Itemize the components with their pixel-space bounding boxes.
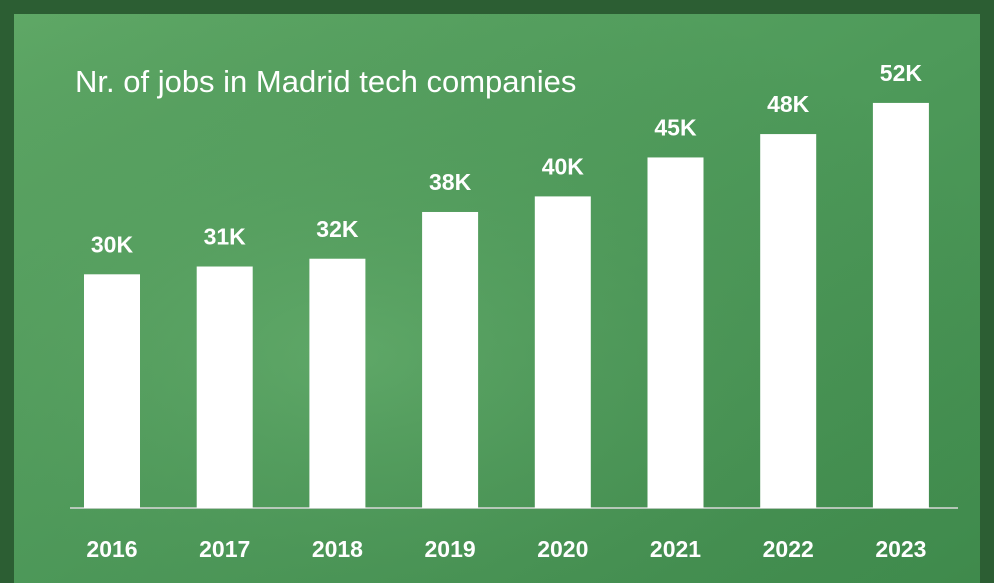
x-tick-label: 2018 — [312, 536, 363, 562]
bar — [534, 196, 591, 508]
bar — [84, 274, 140, 508]
value-label: 38K — [429, 169, 472, 195]
bar — [760, 134, 817, 508]
chart-title: Nr. of jobs in Madrid tech companies — [75, 64, 576, 99]
x-tick-label: 2023 — [875, 536, 926, 562]
bar — [422, 211, 479, 509]
x-tick-label: 2022 — [763, 536, 814, 562]
bar — [872, 102, 929, 509]
value-label: 48K — [767, 91, 810, 117]
value-label: 40K — [542, 153, 585, 179]
value-label: 45K — [654, 115, 697, 141]
bar — [309, 258, 366, 508]
x-tick-label: 2017 — [199, 536, 250, 562]
bar — [196, 266, 253, 508]
value-label: 32K — [316, 216, 359, 242]
background-glow — [14, 14, 980, 583]
value-label: 30K — [91, 231, 134, 257]
x-tick-label: 2020 — [537, 536, 588, 562]
bar — [647, 157, 704, 508]
x-tick-label: 2019 — [425, 536, 476, 562]
x-tick-label: 2021 — [650, 536, 701, 562]
value-label: 31K — [204, 224, 247, 250]
x-tick-label: 2016 — [86, 536, 137, 562]
value-label: 52K — [880, 60, 923, 86]
